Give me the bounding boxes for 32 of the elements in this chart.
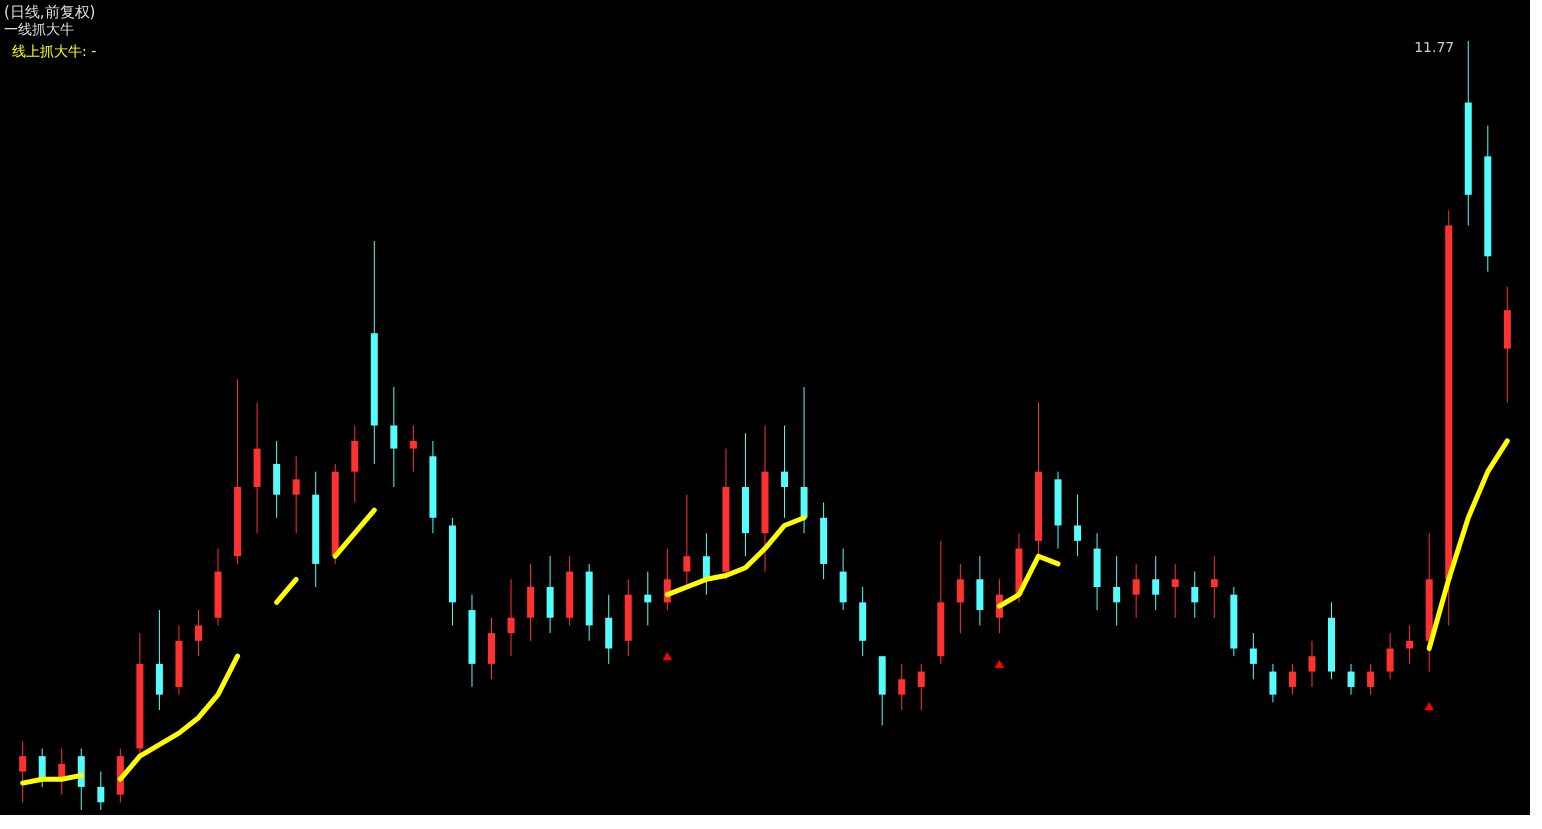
candlestick: [1113, 555, 1121, 626]
candlestick: [1308, 640, 1316, 688]
annotation: 11.77: [1414, 39, 1455, 55]
candlestick: [644, 571, 652, 626]
candlestick: [292, 455, 300, 534]
candlestick: [194, 609, 202, 657]
candlestick: [507, 578, 515, 657]
candlestick: [1074, 494, 1082, 557]
candlestick: [1269, 663, 1277, 703]
chart-subtitle: 一线抓大牛: [4, 20, 74, 37]
candlestick: [1386, 632, 1394, 680]
chart-title: (日线,前复权): [4, 2, 96, 21]
candlestick: [1249, 632, 1257, 680]
candlestick: [1288, 663, 1296, 696]
candlestick: [1191, 571, 1199, 619]
text: 线上抓大牛: -: [12, 43, 97, 59]
candlestick: [1152, 555, 1160, 611]
candlestick: [917, 663, 925, 711]
candlestick: [1210, 555, 1218, 619]
candlestick: [1367, 663, 1375, 696]
candlestick: [956, 563, 964, 634]
candlestick: [19, 740, 27, 803]
candlestick: [409, 425, 417, 473]
candlestick: [1347, 663, 1355, 696]
candlestick: [1406, 624, 1414, 665]
candlestick: [1132, 563, 1140, 619]
candlestick: [781, 425, 789, 519]
candlestick: [898, 663, 906, 711]
candlestick: [1171, 563, 1179, 619]
candlestick: [97, 771, 105, 811]
candlestick: [38, 747, 46, 788]
candlestick: [390, 386, 398, 488]
